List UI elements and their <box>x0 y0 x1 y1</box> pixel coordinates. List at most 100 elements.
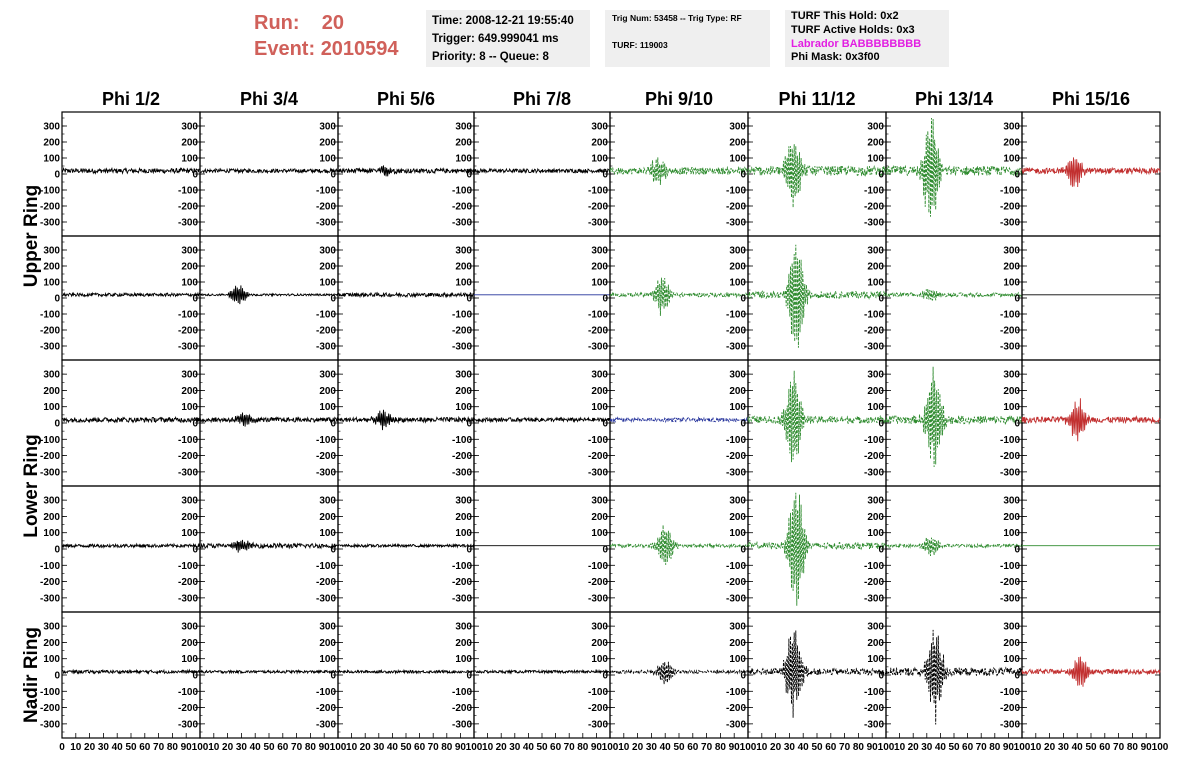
y-tick-label: 0 <box>1014 294 1020 305</box>
panel-r2-c1: 300 200 100 0 -100 -200 -300 <box>40 235 201 361</box>
y-tick-label: 100 <box>43 278 60 289</box>
x-tick-label: 40 <box>660 742 672 753</box>
y-tick-label: 300 <box>319 622 336 633</box>
y-tick-label: -200 <box>178 577 198 588</box>
y-tick-label: -100 <box>40 186 60 197</box>
y-tick-label: -300 <box>864 218 884 229</box>
y-tick-label: 0 <box>1014 545 1020 556</box>
y-tick-label: -300 <box>40 342 60 353</box>
waveform-r3-c7 <box>885 366 1023 468</box>
x-tick-label: 60 <box>962 742 974 753</box>
x-tick-label: 100 <box>466 742 483 753</box>
x-tick-label: 60 <box>1099 742 1111 753</box>
y-tick-label: 300 <box>43 122 60 133</box>
waveform-r3-c5 <box>609 416 749 424</box>
y-tick-label: 200 <box>181 638 198 649</box>
row-label-1: Upper Ring <box>21 185 42 287</box>
y-tick-label: 0 <box>878 170 884 181</box>
panel-r1-c1: 300 200 100 0 -100 -200 -300 <box>40 111 201 237</box>
y-tick-label: 0 <box>1014 170 1020 181</box>
y-tick-label: 0 <box>1014 419 1020 430</box>
waveform-r5-c1 <box>61 668 201 675</box>
y-tick-label: -300 <box>726 218 746 229</box>
y-tick-label: -200 <box>40 326 60 337</box>
y-tick-label: -200 <box>40 202 60 213</box>
y-tick-label: -200 <box>316 703 336 714</box>
y-tick-label: 300 <box>319 122 336 133</box>
y-tick-label: -200 <box>452 202 472 213</box>
x-tick-label: 80 <box>167 742 179 753</box>
run-label: Run: <box>254 12 300 34</box>
x-tick-label: 70 <box>153 742 165 753</box>
priority-text: Priority: 8 -- Queue: 8 <box>432 51 549 63</box>
panel-r1-c8: 300 200 100 0 -100 -200 -300 <box>1000 111 1161 237</box>
y-tick-label: 300 <box>867 246 884 257</box>
y-tick-label: 300 <box>455 496 472 507</box>
turf-active-text: TURF Active Holds: 0x3 <box>791 23 915 36</box>
y-tick-label: 100 <box>867 528 884 539</box>
y-tick-label: -300 <box>316 218 336 229</box>
panel-r3-c6: 300 200 100 0 -100 -200 -300 <box>726 359 887 487</box>
y-tick-label: 100 <box>319 278 336 289</box>
run-value: 20 <box>321 12 345 34</box>
y-tick-label: 200 <box>455 386 472 397</box>
event-value: 2010594 <box>320 38 399 60</box>
waveform-r3-c3 <box>337 409 475 431</box>
y-tick-label: 100 <box>1003 402 1020 413</box>
panel-frame <box>1021 359 1161 487</box>
panel-r3-c4: 300 200 100 0 -100 -200 -300 <box>452 359 611 487</box>
labrador-text: Labrador BABBBBBBBB <box>791 37 922 50</box>
y-tick-label: 0 <box>466 294 472 305</box>
x-tick-label: 40 <box>112 742 124 753</box>
y-tick-label: 200 <box>729 262 746 273</box>
x-tick-label: 70 <box>839 742 851 753</box>
y-tick-label: 300 <box>1003 622 1020 633</box>
y-tick-label: -300 <box>452 218 472 229</box>
panel-r1-c2: 300 200 100 0 -100 -200 -300 <box>178 111 339 237</box>
y-tick-label: 100 <box>591 654 608 665</box>
y-tick-label: 200 <box>319 386 336 397</box>
y-tick-label: 100 <box>729 528 746 539</box>
y-tick-label: 0 <box>878 419 884 430</box>
y-tick-label: 300 <box>455 370 472 381</box>
waveform-r5-c5 <box>609 661 749 685</box>
y-tick-label: 100 <box>319 154 336 165</box>
panel-r2-c3: 300 200 100 0 -100 -200 -300 <box>316 235 475 361</box>
column-header-6: Phi 11/12 <box>778 89 855 109</box>
y-tick-label: 100 <box>319 402 336 413</box>
y-tick-label: -300 <box>40 719 60 730</box>
y-tick-label: 100 <box>867 278 884 289</box>
y-tick-label: -300 <box>40 593 60 604</box>
x-tick-label: 80 <box>305 742 317 753</box>
y-tick-label: -100 <box>178 687 198 698</box>
y-tick-label: -200 <box>40 703 60 714</box>
x-tick-label: 20 <box>632 742 644 753</box>
y-tick-label: 200 <box>591 386 608 397</box>
x-tick-label: 80 <box>853 742 865 753</box>
y-tick-label: -200 <box>1000 326 1020 337</box>
y-tick-label: -300 <box>588 342 608 353</box>
y-tick-label: 0 <box>192 170 198 181</box>
y-tick-label: -200 <box>1000 202 1020 213</box>
y-tick-label: -100 <box>40 687 60 698</box>
y-tick-label: 200 <box>455 262 472 273</box>
y-tick-label: -200 <box>588 577 608 588</box>
y-tick-label: -200 <box>726 703 746 714</box>
phi-mask-text: Phi Mask: 0x3f00 <box>791 51 880 64</box>
y-tick-label: 200 <box>729 638 746 649</box>
y-tick-label: 100 <box>455 278 472 289</box>
y-tick-label: -300 <box>588 719 608 730</box>
y-tick-label: 100 <box>867 654 884 665</box>
y-tick-label: 0 <box>330 294 336 305</box>
y-tick-label: -200 <box>726 326 746 337</box>
y-tick-label: 200 <box>43 638 60 649</box>
waveform-r1-c8 <box>1021 157 1161 188</box>
y-tick-label: 0 <box>740 294 746 305</box>
y-tick-label: -100 <box>178 186 198 197</box>
y-tick-label: -100 <box>726 435 746 446</box>
panel-r1-c7: 300 200 100 0 -100 -200 -300 <box>864 111 1023 237</box>
y-tick-label: -300 <box>178 719 198 730</box>
y-tick-label: -200 <box>452 451 472 462</box>
